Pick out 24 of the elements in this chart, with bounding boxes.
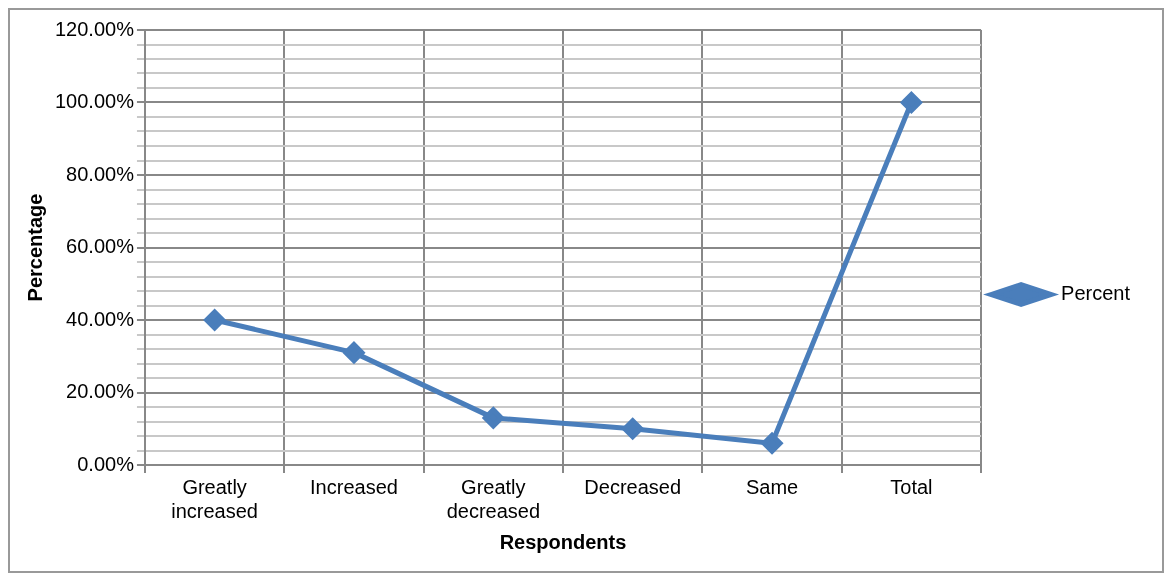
y-tick-label: 100.00% [54,90,135,113]
category-label: decreased [446,499,541,522]
category-label: increased [171,499,258,522]
y-tick-label: 40.00% [66,307,135,330]
point [482,407,504,429]
y-tick-label: 80.00% [66,162,135,185]
point [204,309,226,331]
point [622,418,644,440]
x-tick-label: Decreased [584,475,682,498]
y-tick-label: 20.00% [66,380,135,403]
x-tick-label: Increased [310,475,398,498]
y-axis-title: Percentage [23,193,46,302]
y-tick-label: 60.00% [66,235,135,258]
y-tick-label: 120.00% [54,17,135,40]
point [900,92,922,113]
legend-label: Percent [1061,282,1131,305]
category-label: Greatly [461,475,526,498]
x-axis-title: Respondents [499,530,627,553]
y-tick-label: 0.00% [77,452,135,475]
category-label: Greatly [182,475,247,498]
point [343,342,365,364]
x-tick-label: Same [745,475,799,498]
point [761,432,783,454]
x-tick-label: Total [890,475,933,498]
